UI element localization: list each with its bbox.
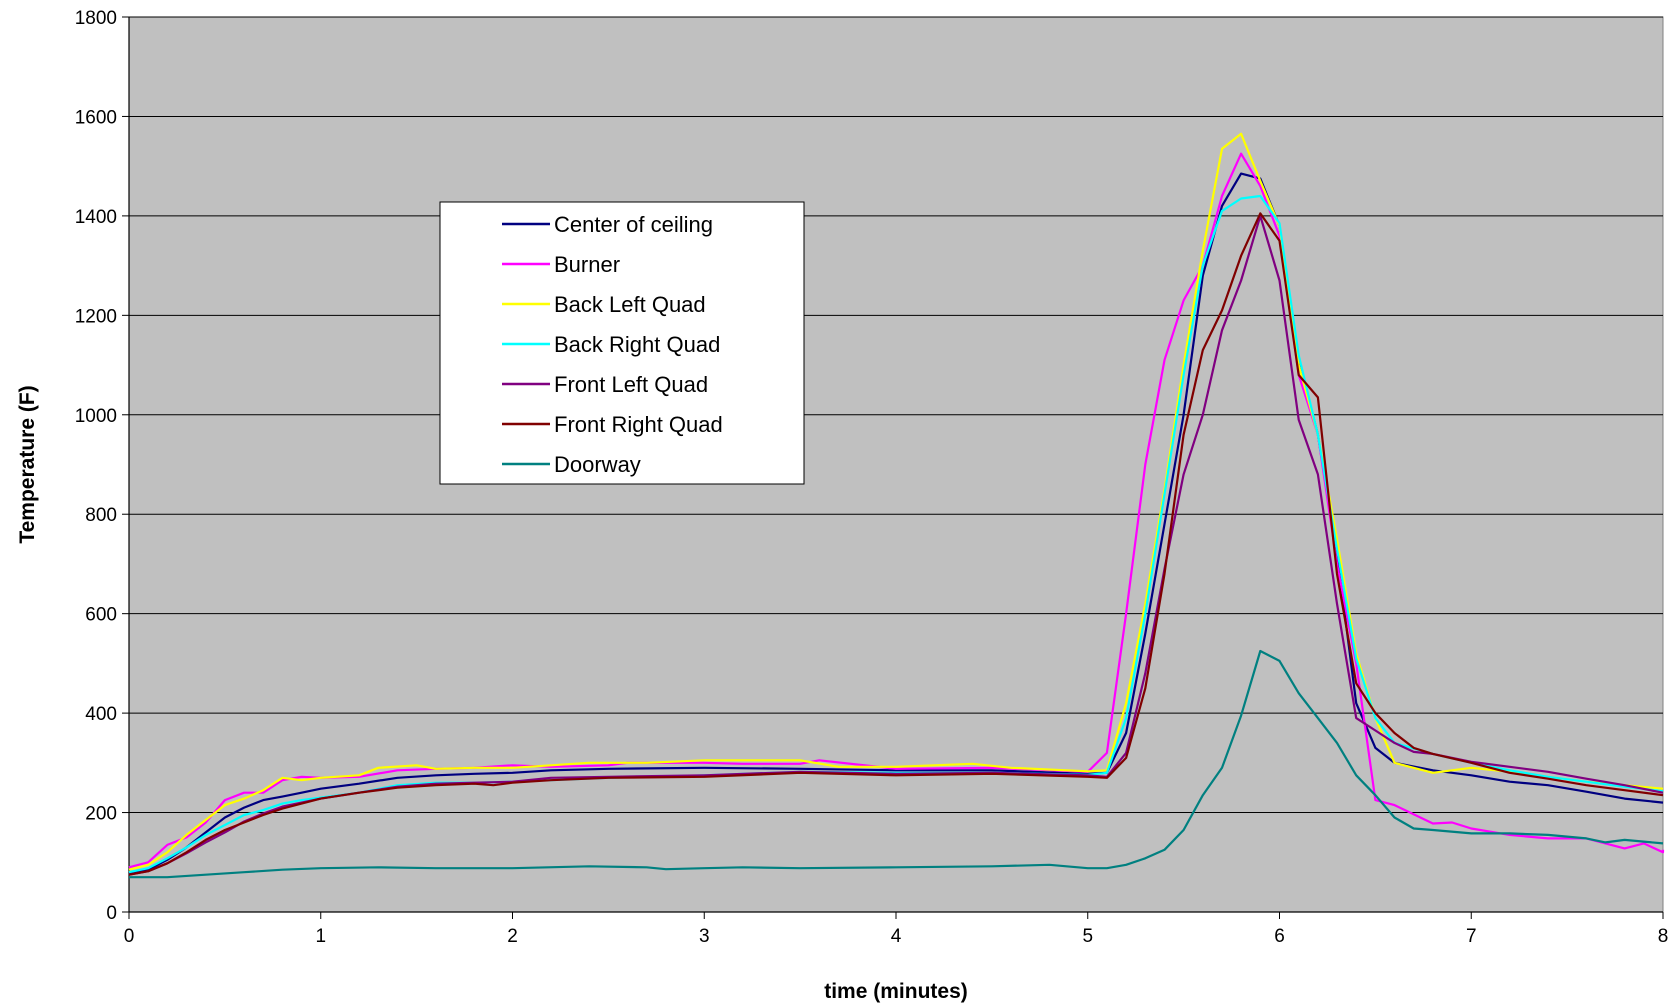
legend-label-4: Front Left Quad xyxy=(554,372,708,397)
x-tick-label-2: 2 xyxy=(507,926,518,947)
x-tick-label-5: 5 xyxy=(1082,926,1093,947)
y-tick-label-6: 1200 xyxy=(75,306,117,327)
legend-label-5: Front Right Quad xyxy=(554,412,723,437)
series-line-3 xyxy=(128,194,1664,874)
x-tick-label-3: 3 xyxy=(699,926,710,947)
y-tick-label-1: 200 xyxy=(85,804,117,825)
series-line-6 xyxy=(129,649,1664,879)
y-tick-label-5: 1000 xyxy=(75,406,117,427)
legend-label-1: Burner xyxy=(554,252,620,277)
y-tick-label-4: 800 xyxy=(85,505,117,526)
y-tick-label-9: 1800 xyxy=(75,8,117,29)
y-tick-label-8: 1600 xyxy=(75,107,117,128)
x-tick-label-1: 1 xyxy=(315,926,326,947)
legend-box xyxy=(439,201,805,485)
x-tick-label-4: 4 xyxy=(891,926,902,947)
x-axis-title: time (minutes) xyxy=(824,980,968,1003)
legend-label-2: Back Left Quad xyxy=(554,292,706,317)
y-tick-label-3: 600 xyxy=(85,605,117,626)
x-tick-label-7: 7 xyxy=(1466,926,1477,947)
grid-lines xyxy=(129,16,1663,814)
legend-label-0: Center of ceiling xyxy=(554,212,713,237)
x-axis-ticks: 0 1 2 3 4 5 6 7 8 xyxy=(124,912,1669,947)
x-tick-label-0: 0 xyxy=(124,926,135,947)
series-lines xyxy=(128,132,1665,879)
y-tick-label-7: 1400 xyxy=(75,207,117,228)
x-tick-label-6: 6 xyxy=(1274,926,1285,947)
series-line-5 xyxy=(128,212,1664,876)
legend: Center of ceiling Burner Back Left Quad Bac… xyxy=(439,201,805,485)
y-axis-ticks: 0 200 400 600 800 1000 1200 1400 1600 1800 xyxy=(75,8,129,924)
legend-label-3: Back Right Quad xyxy=(554,332,720,357)
plot-area xyxy=(128,16,1664,913)
x-tick-label-8: 8 xyxy=(1658,926,1669,947)
y-axis-title: Temperature (F) xyxy=(16,385,39,543)
y-tick-label-0: 0 xyxy=(106,903,117,924)
y-tick-label-2: 400 xyxy=(85,704,117,725)
legend-label-6: Doorway xyxy=(554,452,641,477)
